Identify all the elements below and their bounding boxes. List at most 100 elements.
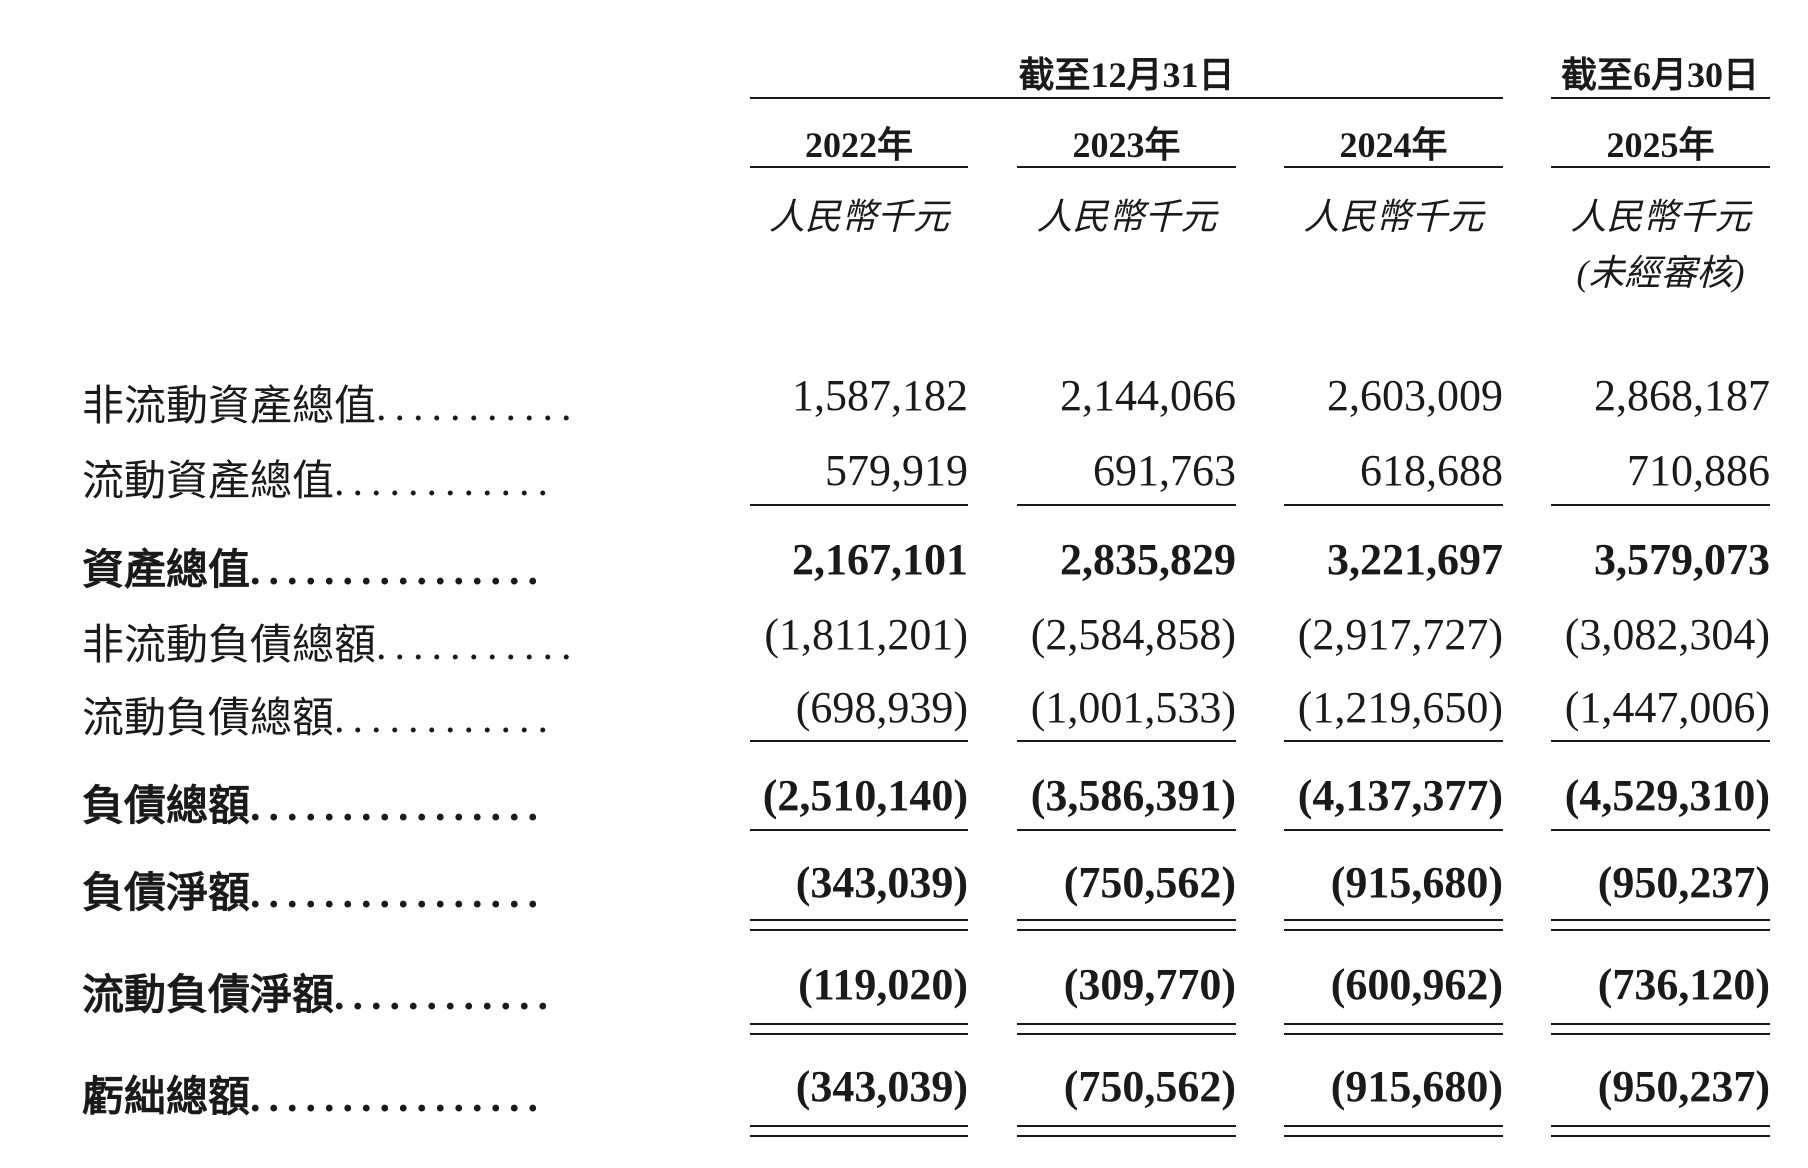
cell-rule [1551, 1135, 1770, 1137]
table-cell: 579,919 [825, 446, 968, 495]
cell-rule [1551, 1023, 1770, 1025]
table-cell: (3,586,391) [1030, 771, 1236, 820]
row-label: 非流動資產總值........... [82, 372, 702, 433]
table-cell: 2,144,066 [1060, 371, 1236, 420]
row-label-text: 資產總值 [82, 548, 251, 594]
table-cell: 2,868,187 [1594, 371, 1770, 420]
row-label: 非流動負債總額........... [82, 611, 702, 672]
header-group-dec31: 截至12月31日 [1018, 55, 1235, 95]
cell-rule [1017, 929, 1236, 931]
row-label-text: 流動負債淨額 [82, 973, 335, 1019]
row-label-text: 虧絀總額 [82, 1075, 251, 1121]
table-cell: (4,137,377) [1297, 771, 1503, 820]
table-cell: (2,510,140) [762, 771, 968, 820]
table-cell: 3,579,073 [1594, 535, 1770, 584]
row-label: 流動資產總值............ [82, 447, 702, 508]
cell-rule [1284, 1135, 1503, 1137]
row-label-text: 非流動負債總額 [82, 623, 377, 669]
cell-rule [1551, 1033, 1770, 1035]
table-cell: (698,939) [795, 683, 968, 732]
row-label: 虧絀總額................ [82, 1063, 702, 1124]
cell-rule [1551, 504, 1770, 506]
cell-rule [1284, 1023, 1503, 1025]
cell-rule [1017, 504, 1236, 506]
column-unit: 人民幣千元 [1036, 197, 1217, 237]
table-cell: (119,020) [798, 960, 968, 1009]
cell-rule [1017, 1125, 1236, 1127]
row-label: 流動負債總額............ [82, 684, 702, 745]
table-cell: (4,529,310) [1564, 771, 1770, 820]
row-label: 流動負債淨額............ [82, 961, 702, 1022]
header-group-rule [750, 97, 1503, 99]
table-cell: (750,562) [1063, 1062, 1236, 1111]
cell-rule [750, 1135, 968, 1137]
table-cell: (600,962) [1330, 960, 1503, 1009]
row-label-text: 非流動資產總值 [82, 384, 377, 430]
cell-rule [750, 829, 968, 831]
table-cell: (1,001,533) [1030, 683, 1236, 732]
leader-dots: ............ [334, 696, 557, 742]
cell-rule [750, 1125, 968, 1127]
leader-dots: ................ [250, 1075, 547, 1121]
leader-dots: ........... [376, 623, 580, 669]
table-cell: (1,447,006) [1564, 683, 1770, 732]
cell-rule [1017, 1135, 1236, 1137]
row-label-text: 流動資產總值 [82, 459, 335, 505]
cell-rule [1284, 1033, 1503, 1035]
leader-dots: ................ [250, 548, 547, 594]
table-cell: (750,562) [1063, 858, 1236, 907]
table-cell: 691,763 [1093, 446, 1236, 495]
column-unit: 人民幣千元 [1303, 197, 1484, 237]
row-label-text: 負債淨額 [82, 871, 251, 917]
cell-rule [1284, 740, 1503, 742]
table-cell: 710,886 [1627, 446, 1770, 495]
table-cell: (3,082,304) [1564, 610, 1770, 659]
cell-rule [750, 504, 968, 506]
table-cell: (915,680) [1330, 1062, 1503, 1111]
cell-rule [750, 929, 968, 931]
table-cell: (343,039) [795, 858, 968, 907]
table-cell: (2,584,858) [1030, 610, 1236, 659]
column-year-rule [1284, 166, 1503, 168]
table-cell: (915,680) [1330, 858, 1503, 907]
leader-dots: ........... [376, 384, 580, 430]
row-label: 負債總額................ [82, 772, 702, 833]
table-cell: 2,167,101 [792, 535, 968, 584]
column-year: 2023年 [1072, 125, 1181, 165]
column-year: 2024年 [1339, 125, 1448, 165]
cell-rule [750, 740, 968, 742]
table-cell: 2,603,009 [1327, 371, 1503, 420]
row-label: 資產總值................ [82, 536, 702, 597]
table-cell: (343,039) [795, 1062, 968, 1111]
cell-rule [1017, 1023, 1236, 1025]
table-cell: (2,917,727) [1297, 610, 1503, 659]
column-year-rule [1551, 166, 1770, 168]
cell-rule [1551, 1125, 1770, 1127]
cell-rule [1017, 829, 1236, 831]
row-label-text: 負債總額 [82, 784, 251, 830]
table-cell: (736,120) [1597, 960, 1770, 1009]
cell-rule [1551, 829, 1770, 831]
table-cell: (1,219,650) [1297, 683, 1503, 732]
row-label-text: 流動負債總額 [82, 696, 335, 742]
leader-dots: ............ [334, 459, 557, 505]
leader-dots: ................ [250, 784, 547, 830]
column-unit: 人民幣千元 [768, 197, 949, 237]
table-cell: (950,237) [1597, 858, 1770, 907]
table-cell: 2,835,829 [1060, 535, 1236, 584]
leader-dots: ............ [334, 973, 557, 1019]
cell-rule [750, 1023, 968, 1025]
column-year-rule [1017, 166, 1236, 168]
cell-rule [1284, 1125, 1503, 1127]
column-note: (未經審核) [1576, 253, 1745, 293]
column-year-rule [750, 166, 968, 168]
column-year: 2022年 [804, 125, 913, 165]
cell-rule [1551, 740, 1770, 742]
column-unit: 人民幣千元 [1570, 197, 1751, 237]
table-cell: 3,221,697 [1327, 535, 1503, 584]
leader-dots: ................ [250, 871, 547, 917]
cell-rule [1017, 919, 1236, 921]
cell-rule [1017, 740, 1236, 742]
cell-rule [1284, 929, 1503, 931]
cell-rule [750, 919, 968, 921]
